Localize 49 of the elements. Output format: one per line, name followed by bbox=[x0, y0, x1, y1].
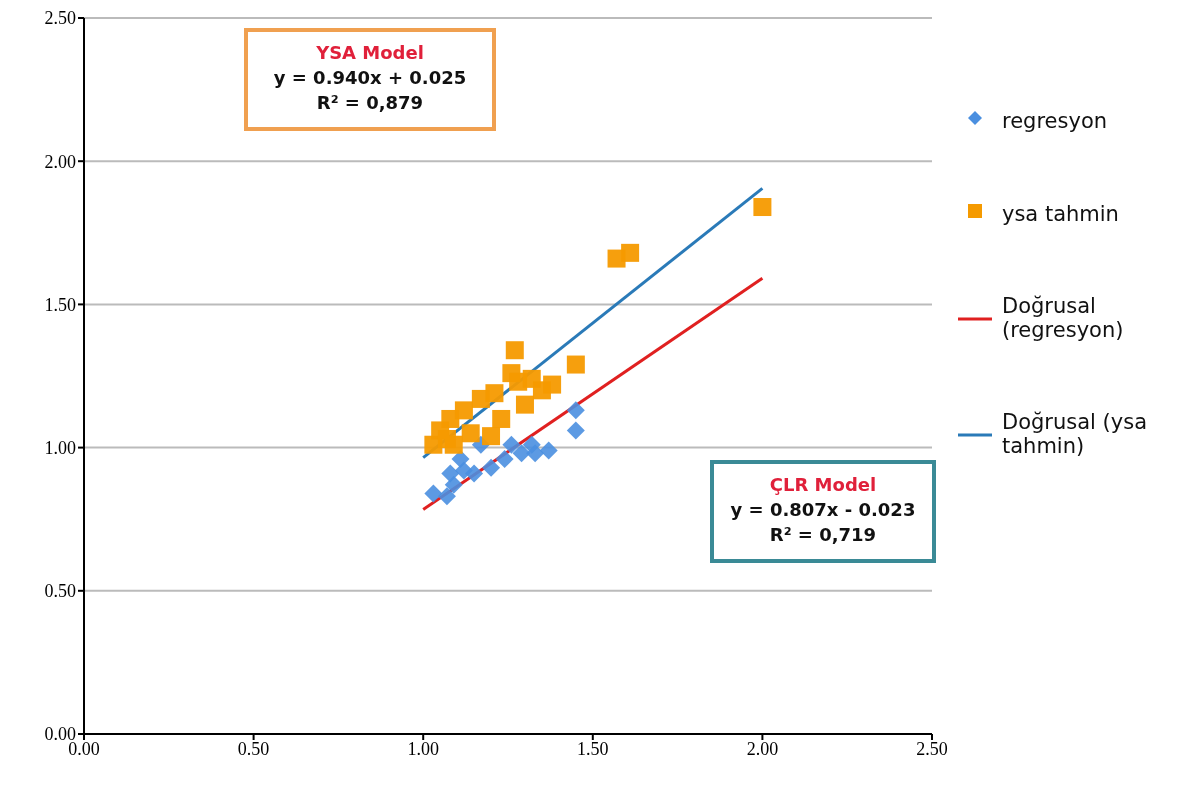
point bbox=[566, 421, 585, 440]
point bbox=[454, 401, 473, 420]
annotation: YSA Model bbox=[315, 42, 425, 63]
point bbox=[522, 435, 541, 454]
point bbox=[441, 464, 460, 483]
point bbox=[451, 450, 470, 469]
point bbox=[621, 243, 640, 262]
point bbox=[515, 395, 534, 414]
point bbox=[505, 341, 524, 360]
legend-label: ysa tahmin bbox=[1002, 201, 1120, 226]
y-tick-label: 0.50 bbox=[44, 581, 76, 602]
annotation: ÇLR Model bbox=[768, 474, 878, 495]
y-tick-label: 1.00 bbox=[44, 437, 76, 458]
point bbox=[512, 444, 531, 463]
point bbox=[437, 430, 456, 449]
annotation: R² = 0,719 bbox=[768, 524, 878, 545]
annotation: y = 0.807x - 0.023 bbox=[729, 499, 917, 520]
note-box: ÇLR Model y = 0.807x - 0.023 R² = 0,719 bbox=[710, 460, 936, 563]
x-tick-label: 2.50 bbox=[916, 738, 948, 759]
y-tick-label: 1.50 bbox=[44, 294, 76, 315]
point bbox=[482, 458, 501, 477]
point bbox=[482, 427, 501, 446]
annotation: R² = 0,879 bbox=[315, 92, 425, 113]
legend-label: Doğrusal (ysa tahmin) bbox=[1002, 410, 1149, 458]
legend-label: Doğrusal (regresyon) bbox=[1002, 294, 1125, 342]
point bbox=[539, 441, 558, 460]
annotation: y = 0.940x + 0.025 bbox=[272, 67, 468, 88]
y-tick-label: 2.00 bbox=[44, 151, 76, 172]
point bbox=[502, 435, 521, 454]
point bbox=[437, 487, 456, 506]
point bbox=[461, 424, 480, 443]
point bbox=[495, 450, 514, 469]
point bbox=[566, 355, 585, 374]
point bbox=[424, 484, 443, 503]
x-tick-label: 1.00 bbox=[407, 738, 439, 759]
point bbox=[485, 384, 504, 403]
x-tick-label: 0.50 bbox=[237, 738, 270, 759]
point bbox=[543, 375, 562, 394]
note-box: YSA Model y = 0.940x + 0.025 R² = 0,879 bbox=[244, 28, 496, 131]
point bbox=[566, 401, 585, 420]
point bbox=[444, 475, 463, 494]
legend-label: regresyon bbox=[1002, 108, 1109, 133]
x-tick-label: 2.00 bbox=[746, 738, 779, 759]
y-tick-label: 2.50 bbox=[44, 8, 76, 29]
point bbox=[753, 198, 772, 217]
x-tick-label: 1.50 bbox=[577, 738, 609, 759]
point bbox=[522, 369, 541, 388]
point bbox=[492, 409, 511, 428]
point bbox=[465, 464, 484, 483]
